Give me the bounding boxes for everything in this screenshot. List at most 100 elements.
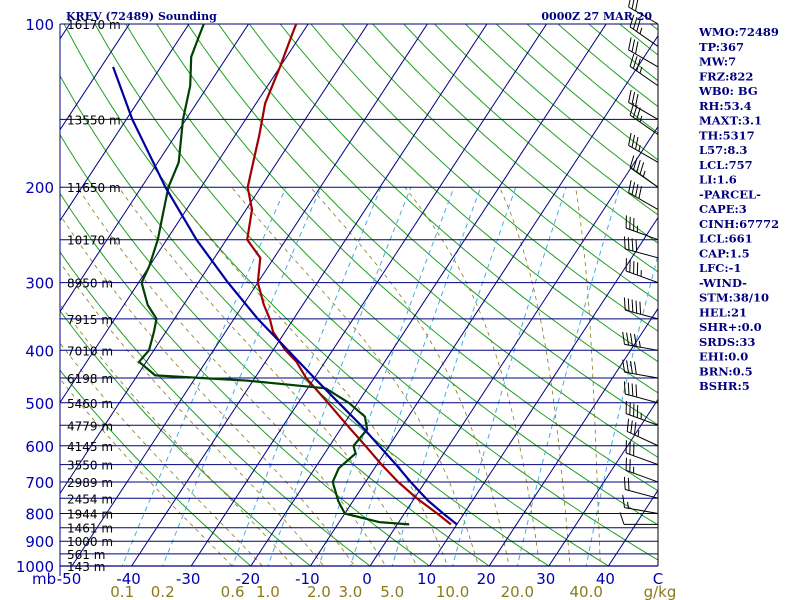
wind-barb-staff bbox=[625, 270, 659, 284]
wind-barb-flag bbox=[631, 0, 635, 10]
wind-barb-staff bbox=[625, 227, 659, 241]
temperature-tick-label: -30 bbox=[176, 570, 201, 588]
wind-barb-flag bbox=[638, 186, 642, 199]
wind-barb-flag bbox=[636, 19, 641, 32]
wind-barb-flag bbox=[635, 41, 639, 54]
mixing-ratio-tick-label: 2.0 bbox=[307, 583, 331, 600]
isotherm bbox=[60, 24, 190, 222]
pressure-tick-label: 500 bbox=[25, 395, 54, 413]
mixing-ratio-line bbox=[452, 187, 567, 566]
wind-barb-flag bbox=[629, 155, 635, 168]
wind-barb-flag bbox=[629, 14, 635, 28]
background-grid bbox=[60, 24, 658, 566]
moist-adiabat bbox=[60, 342, 263, 566]
chart-datetime: 0000Z 27 MAR 20 bbox=[541, 10, 652, 23]
index-entry: LCL:757 bbox=[699, 158, 753, 172]
pressure-tick-label: 900 bbox=[25, 533, 54, 551]
wind-barb bbox=[625, 440, 659, 466]
pressure-tick-label: 1000 bbox=[16, 558, 54, 576]
wind-barb-flag bbox=[632, 157, 638, 171]
wind-barb bbox=[625, 215, 659, 241]
index-entry: BRN:0.5 bbox=[699, 364, 753, 378]
moist-adiabat bbox=[60, 214, 356, 566]
wind-barb-flag bbox=[639, 301, 642, 315]
height-label: 2989 m bbox=[67, 476, 113, 490]
wind-barb-flag bbox=[635, 239, 638, 253]
wind-barb bbox=[628, 180, 659, 211]
wind-barb-staff bbox=[624, 371, 659, 379]
temperature-tick-label: -50 bbox=[57, 570, 82, 588]
wind-barb bbox=[629, 53, 659, 87]
height-label: 1461 m bbox=[67, 522, 113, 536]
dry-adiabat bbox=[125, 24, 658, 526]
wind-barb bbox=[625, 400, 659, 426]
wind-barb-flag bbox=[633, 422, 637, 435]
index-entry: SHR+:0.0 bbox=[699, 320, 762, 334]
pressure-tick-label: 400 bbox=[25, 342, 54, 360]
mixing-ratio-tick-label: 5.0 bbox=[380, 583, 404, 600]
pressure-tick-label: 300 bbox=[25, 275, 54, 293]
height-label: 3550 m bbox=[67, 459, 113, 473]
moist-adiabat bbox=[60, 378, 233, 566]
wind-barb-flag bbox=[622, 359, 625, 373]
pressure-tick-label: 600 bbox=[25, 438, 54, 456]
wind-barb-half-flag bbox=[639, 27, 643, 34]
moist-adiabat bbox=[310, 186, 510, 566]
index-entry: SRDS:33 bbox=[699, 335, 755, 349]
index-entry: EHI:0.0 bbox=[699, 350, 748, 364]
dry-adiabat bbox=[310, 24, 658, 332]
mixing-ratio-tick-label: 10.0 bbox=[436, 583, 469, 600]
chart-title: KREV (72489) Sounding bbox=[66, 10, 217, 23]
pressure-tick-label: 700 bbox=[25, 474, 54, 492]
mixing-ratio-line bbox=[162, 186, 322, 566]
height-label: 5460 m bbox=[67, 397, 113, 411]
temperature-tick-label: 10 bbox=[417, 570, 436, 588]
moist-adiabat bbox=[404, 186, 541, 566]
wind-barb-staff bbox=[624, 343, 659, 351]
wind-barb-flag bbox=[631, 91, 636, 105]
index-entry: LCL:661 bbox=[699, 232, 753, 246]
wind-barb-flag bbox=[628, 89, 632, 103]
dry-adiabat bbox=[60, 74, 550, 566]
wind-barb-flag bbox=[631, 134, 636, 148]
height-label: 16170 m bbox=[67, 18, 121, 32]
wind-barb-flag bbox=[631, 299, 634, 313]
wind-barb-flag bbox=[631, 383, 634, 397]
wind-barb-flag bbox=[628, 132, 632, 146]
wind-barb-flag bbox=[635, 0, 639, 12]
height-label: 2454 m bbox=[67, 492, 113, 506]
moist-adiabat bbox=[77, 186, 387, 566]
mixing-ratio-line bbox=[267, 187, 412, 566]
wind-barb bbox=[623, 476, 659, 499]
wind-barbs bbox=[619, 0, 659, 525]
index-entry: LFC:-1 bbox=[699, 261, 741, 275]
mixing-ratio-tick-label: 3.0 bbox=[338, 583, 362, 600]
dry-adiabat bbox=[217, 24, 658, 426]
wind-barb-flag bbox=[632, 56, 638, 69]
isotherm bbox=[190, 24, 548, 566]
wind-barb-flag bbox=[623, 236, 626, 250]
wind-barb-half-flag bbox=[637, 430, 640, 437]
wind-barb bbox=[625, 457, 659, 483]
wind-barb bbox=[625, 258, 659, 284]
height-label: 7915 m bbox=[67, 313, 113, 327]
pressure-unit-label: mb bbox=[32, 570, 56, 588]
pressure-tick-label: 100 bbox=[25, 16, 54, 34]
wind-barb-flag bbox=[634, 361, 637, 375]
wind-barb-flag bbox=[628, 0, 631, 8]
wind-barb-half-flag bbox=[638, 145, 641, 152]
wind-barb-staff bbox=[625, 469, 659, 483]
index-entry: RH:53.4 bbox=[699, 99, 752, 113]
isotherm bbox=[429, 216, 658, 566]
dry-adiabat bbox=[372, 24, 658, 273]
wind-barb-half-flag bbox=[638, 340, 641, 348]
dry-adiabat bbox=[279, 24, 658, 363]
isobar-lines bbox=[59, 23, 659, 576]
wind-barb bbox=[628, 89, 659, 120]
mixing-ratio-tick-label: 0.2 bbox=[151, 583, 175, 600]
wind-barb-staff bbox=[625, 413, 659, 426]
wind-barb-flag bbox=[630, 360, 633, 374]
wind-barb-staff bbox=[628, 101, 659, 120]
